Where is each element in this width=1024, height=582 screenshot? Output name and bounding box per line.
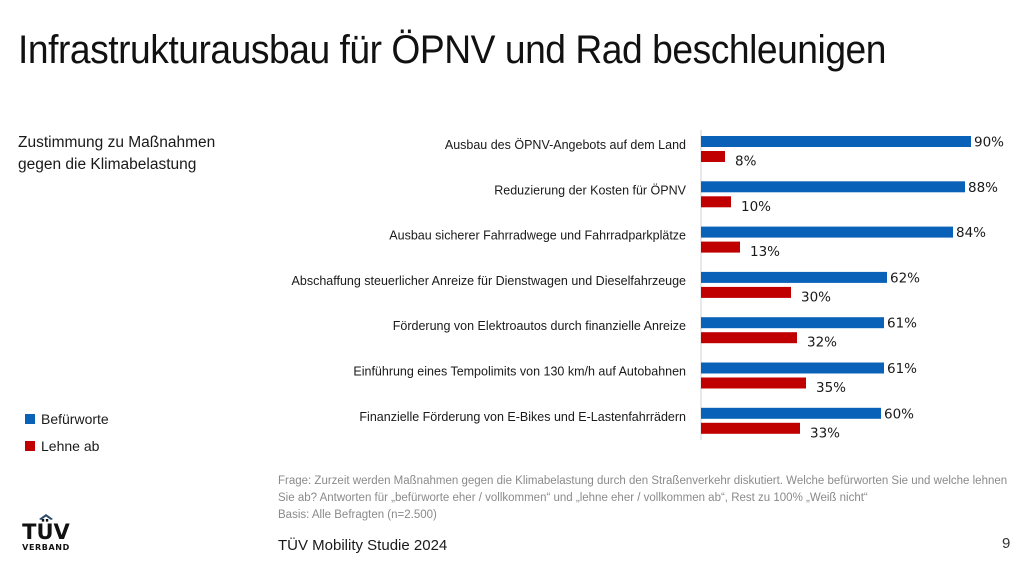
data-label-reject: 33% xyxy=(810,425,840,441)
data-label-approve: 84% xyxy=(956,225,986,241)
logo-subtext: VERBAND xyxy=(22,543,70,552)
bar-approve xyxy=(701,407,881,419)
data-label-reject: 32% xyxy=(807,335,837,351)
bar-reject xyxy=(701,286,791,298)
data-label-approve: 62% xyxy=(890,270,920,286)
legend-label-reject: Lehne ab xyxy=(41,437,100,454)
data-label-approve: 60% xyxy=(884,406,914,422)
data-label-reject: 35% xyxy=(816,380,846,396)
category-label: Ausbau des ÖPNV-Angebots auf dem Land xyxy=(445,138,686,152)
subtitle-line-1: Zustimmung zu Maßnahmen xyxy=(18,134,216,151)
bar-reject xyxy=(701,241,740,253)
note-basis: Basis: Alle Befragten (n=2.500) xyxy=(278,509,437,521)
footer-study-title: TÜV Mobility Studie 2024 xyxy=(278,537,448,554)
legend-swatch-reject xyxy=(25,440,35,451)
note-question-line-1: Frage: Zurzeit werden Maßnahmen gegen di… xyxy=(278,475,1008,487)
bar-approve xyxy=(701,317,884,329)
logo-roof-icon xyxy=(39,514,53,520)
data-label-reject: 13% xyxy=(750,244,780,260)
bar-reject xyxy=(701,377,806,389)
data-label-approve: 61% xyxy=(887,361,917,377)
slide-title: Infrastrukturausbau für ÖPNV und Rad bes… xyxy=(18,28,887,72)
subtitle-line-2: gegen die Klimabelastung xyxy=(18,156,197,173)
legend-swatch-approve xyxy=(25,413,35,424)
survey-note: Frage: Zurzeit werden Maßnahmen gegen di… xyxy=(278,473,1018,524)
logo-text: TÜV xyxy=(22,519,70,544)
bar-approve xyxy=(701,362,884,374)
category-label: Reduzierung der Kosten für ÖPNV xyxy=(494,183,686,197)
bar-approve xyxy=(701,181,965,193)
chart-legend: Befürworte Lehne ab xyxy=(25,405,109,459)
tuv-verband-logo: TÜV VERBAND xyxy=(22,514,71,552)
bar-approve xyxy=(701,271,887,283)
data-label-reject: 10% xyxy=(741,199,771,215)
legend-item-reject: Lehne ab xyxy=(25,432,109,459)
note-question-line-2: Sie ab? Antworten für „befürworte eher /… xyxy=(278,492,868,504)
bar-reject xyxy=(701,332,797,344)
category-label: Förderung von Elektroautos durch finanzi… xyxy=(393,319,686,333)
category-label: Ausbau sicherer Fahrradwege und Fahrradp… xyxy=(389,229,686,243)
bar-approve xyxy=(701,136,971,147)
data-label-reject: 30% xyxy=(801,289,831,305)
data-label-reject: 8% xyxy=(735,154,757,170)
category-label: Einführung eines Tempolimits von 130 km/… xyxy=(353,365,686,379)
bar-reject xyxy=(701,196,731,208)
category-label: Finanzielle Förderung von E-Bikes und E-… xyxy=(359,410,686,424)
bar-reject xyxy=(701,422,800,434)
chart-subtitle: Zustimmung zu Maßnahmen gegen die Klimab… xyxy=(18,132,215,176)
data-label-approve: 88% xyxy=(968,180,998,196)
category-label: Abschaffung steuerlicher Anreize für Die… xyxy=(292,274,687,288)
legend-label-approve: Befürworte xyxy=(41,410,109,427)
data-label-approve: 90% xyxy=(974,135,1004,151)
bar-approve xyxy=(701,226,953,238)
page-number: 9 xyxy=(1002,535,1011,552)
legend-item-approve: Befürworte xyxy=(25,405,109,432)
data-label-approve: 61% xyxy=(887,316,917,332)
bar-reject xyxy=(701,151,725,162)
